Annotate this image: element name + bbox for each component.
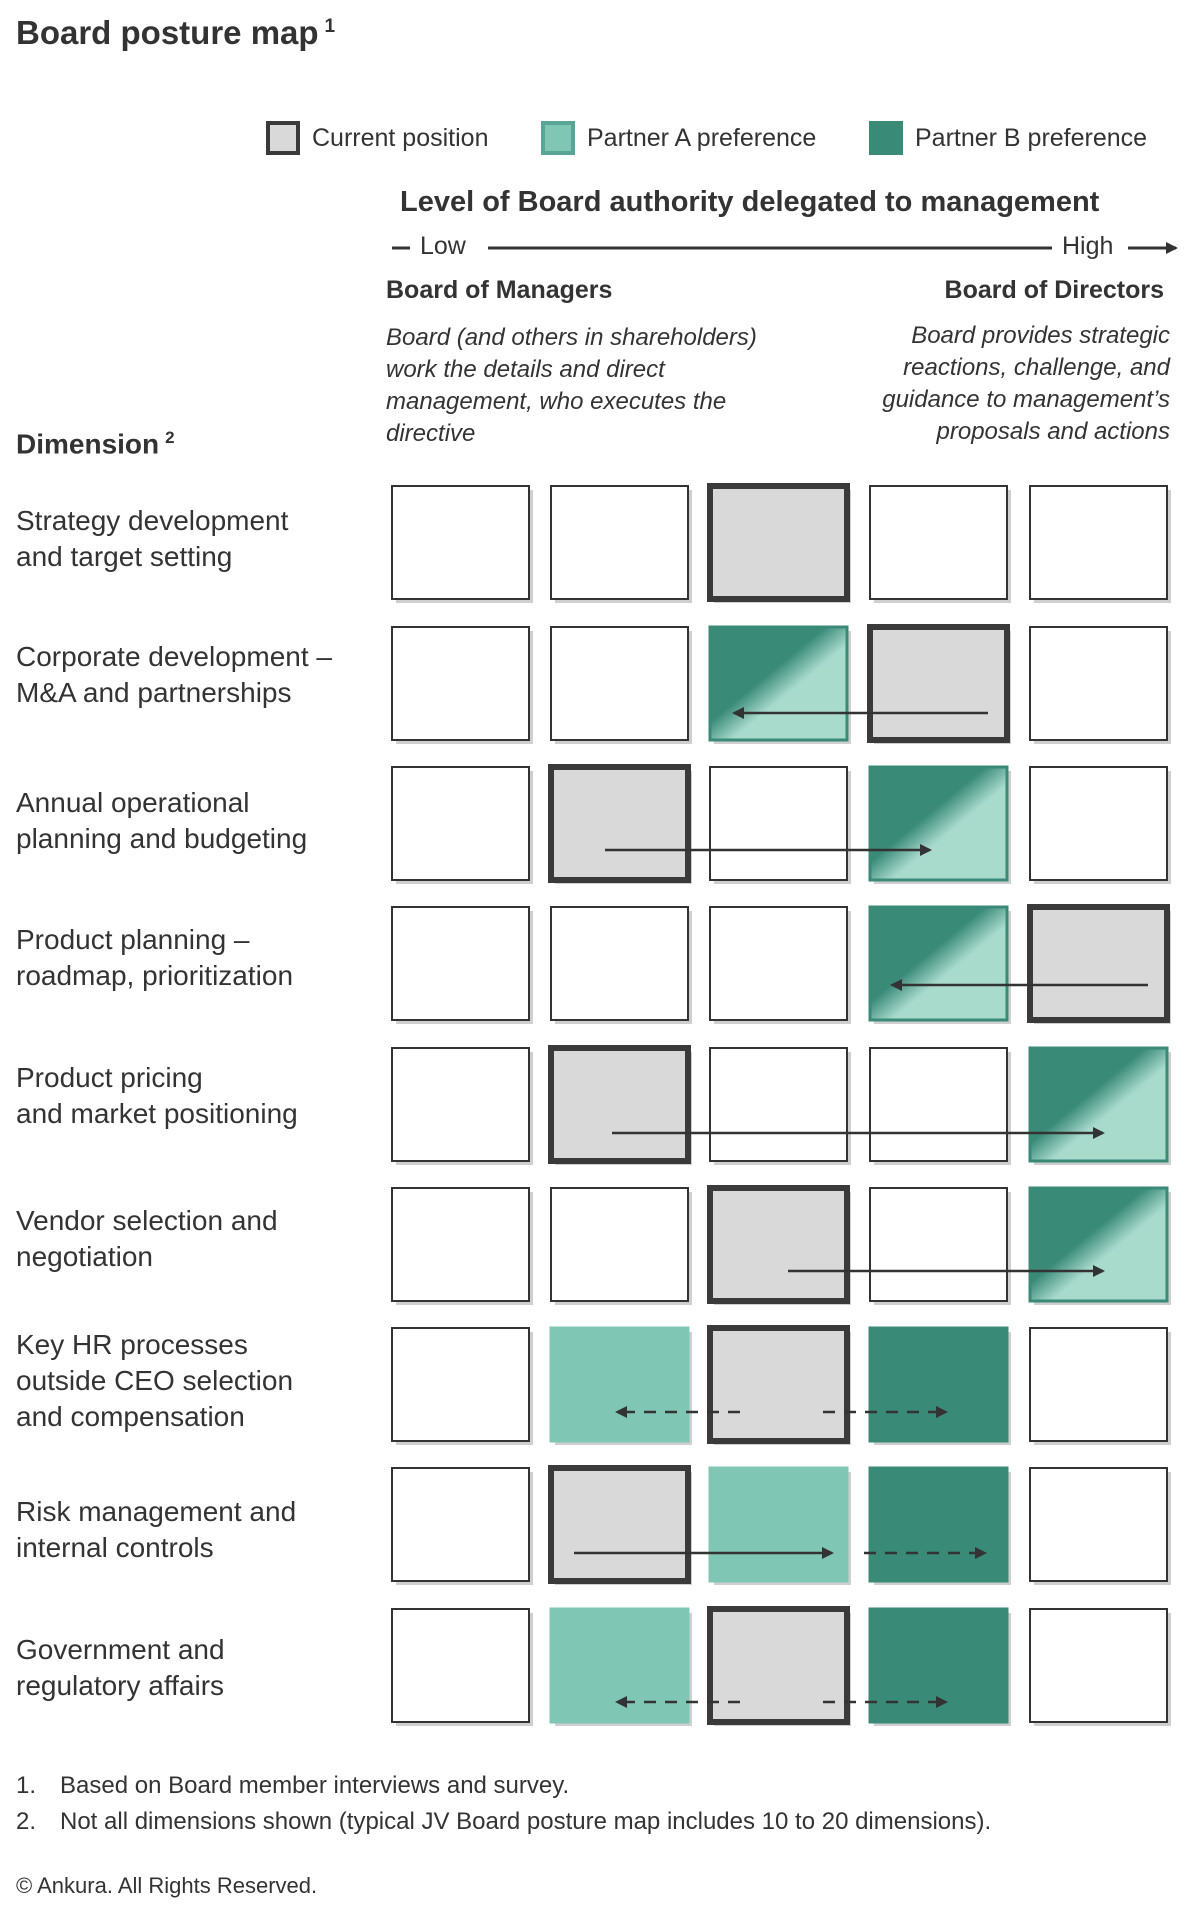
legend-swatch-partner-b (869, 121, 903, 155)
cell-r8-c1-empty (391, 1467, 530, 1582)
cell-r7-c2-partner-a (549, 1326, 690, 1443)
footnote-2: 2. Not all dimensions shown (typical JV B… (16, 1808, 991, 1836)
footnote-2-number: 2. (16, 1808, 37, 1835)
cell-r8-c3-partner-a (708, 1466, 849, 1583)
cell-r2-c5-empty (1029, 626, 1168, 741)
cell-r9-c4-partner-b (868, 1607, 1009, 1724)
legend-partner-b: Partner B preference (869, 117, 1147, 159)
footnote-1: 1. Based on Board member interviews and s… (16, 1772, 569, 1800)
cell-r5-c5-partner-a-b (1028, 1046, 1169, 1163)
cell-r4-c5-current (1027, 904, 1170, 1023)
cell-r7-c5-empty (1029, 1327, 1168, 1442)
cell-r3-c2-current (548, 764, 691, 883)
cell-r7-c1-empty (391, 1327, 530, 1442)
cell-r3-c4-partner-a-b (868, 765, 1009, 882)
legend-label-partner-a: Partner A preference (587, 123, 817, 152)
cell-r6-c2-empty (550, 1187, 689, 1302)
cell-r8-c2-current (548, 1465, 691, 1584)
page-title: Board posture map 1 (16, 14, 335, 52)
arrows-layer (574, 707, 1148, 1708)
legend-current-position: Current position (266, 117, 488, 159)
cell-r4-c3-empty (709, 906, 848, 1021)
dimension-label-vendor-selection: Vendor selection and negotiation (16, 1205, 278, 1272)
cell-r2-c4-current (867, 624, 1010, 743)
cell-r6-c3-current (707, 1185, 850, 1304)
dimension-label-annual-planning: Annual operational planning and budgetin… (16, 787, 308, 854)
cell-r9-c1-empty (391, 1608, 530, 1723)
cell-r5-c1-empty (391, 1047, 530, 1162)
cell-r1-c3-current (707, 483, 850, 602)
axis-title: Level of Board authority delegated to ma… (400, 186, 1100, 218)
dimension-label-government: Government and regulatory affairs (16, 1634, 225, 1701)
dimension-label-corporate-development: Corporate development – M&A and partners… (16, 641, 332, 708)
dimension-label-key-hr: Key HR processes outside CEO selection a… (16, 1329, 294, 1432)
cells-layer (391, 483, 1171, 1726)
cell-r2-c3-partner-a-b (708, 625, 849, 742)
cell-r5-c2-current (548, 1045, 691, 1164)
legend-label-current: Current position (312, 123, 489, 152)
cell-r5-c3-empty (709, 1047, 848, 1162)
cell-r4-c1-empty (391, 906, 530, 1021)
cell-r5-c4-empty (869, 1047, 1008, 1162)
title-footnote-ref: 1 (324, 16, 336, 37)
dimension-label-strategy: Strategy development and target setting (16, 505, 289, 572)
cell-r1-c4-empty (869, 485, 1008, 600)
cell-r9-c2-partner-a (549, 1607, 690, 1724)
footnote-1-text: Based on Board member interviews and sur… (60, 1772, 570, 1799)
footnote-2-text: Not all dimensions shown (typical JV Boa… (60, 1808, 992, 1835)
cell-r8-c4-partner-b (868, 1466, 1009, 1583)
copyright: © Ankura. All Rights Reserved. (16, 1873, 318, 1898)
cell-r7-c4-partner-b (868, 1326, 1009, 1443)
dimension-header: Dimension 2 (16, 428, 175, 460)
cell-r6-c1-empty (391, 1187, 530, 1302)
cell-r2-c1-empty (391, 626, 530, 741)
axis-high-label: High (1062, 232, 1114, 260)
low-end-heading: Board of Managers (386, 276, 613, 304)
cell-r3-c1-empty (391, 766, 530, 881)
legend-label-partner-b: Partner B preference (915, 123, 1148, 152)
cell-r4-c2-empty (550, 906, 689, 1021)
high-end-heading: Board of Directors (944, 276, 1164, 304)
high-end-description: Board provides strategic reactions, chal… (882, 322, 1170, 445)
cell-r9-c5-empty (1029, 1608, 1168, 1723)
dimension-label-product-planning: Product planning – roadmap, prioritizati… (16, 924, 294, 991)
dimension-header-text: Dimension (16, 428, 160, 460)
axis-low-label: Low (420, 232, 466, 260)
cell-r8-c5-empty (1029, 1467, 1168, 1582)
dimension-label-product-pricing: Product pricing and market positioning (16, 1062, 298, 1129)
cell-r3-c3-empty (709, 766, 848, 881)
legend-swatch-partner-a (541, 121, 575, 155)
legend-swatch-current (266, 121, 300, 155)
cell-r7-c3-current (707, 1325, 850, 1444)
cell-r6-c4-empty (869, 1187, 1008, 1302)
dimension-footnote-ref: 2 (165, 428, 175, 447)
cell-r4-c4-partner-a-b (868, 905, 1009, 1022)
cell-r1-c5-empty (1029, 485, 1168, 600)
footnote-1-number: 1. (16, 1772, 37, 1799)
dimension-label-risk-management: Risk management and internal controls (16, 1496, 297, 1563)
cell-r6-c5-partner-a-b (1028, 1186, 1169, 1303)
legend-partner-a: Partner A preference (541, 117, 816, 159)
cell-r9-c3-current (707, 1606, 850, 1725)
cell-r3-c5-empty (1029, 766, 1168, 881)
cell-r2-c2-empty (550, 626, 689, 741)
low-end-description: Board (and others in shareholders) work … (386, 324, 757, 447)
cell-r1-c2-empty (550, 485, 689, 600)
cell-r1-c1-empty (391, 485, 530, 600)
title-text: Board posture map (16, 14, 319, 51)
